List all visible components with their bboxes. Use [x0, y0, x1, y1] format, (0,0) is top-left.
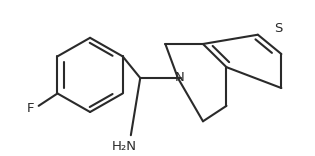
Text: F: F	[27, 102, 35, 115]
Text: N: N	[175, 71, 184, 84]
Text: S: S	[274, 22, 283, 35]
Text: H₂N: H₂N	[112, 140, 137, 153]
